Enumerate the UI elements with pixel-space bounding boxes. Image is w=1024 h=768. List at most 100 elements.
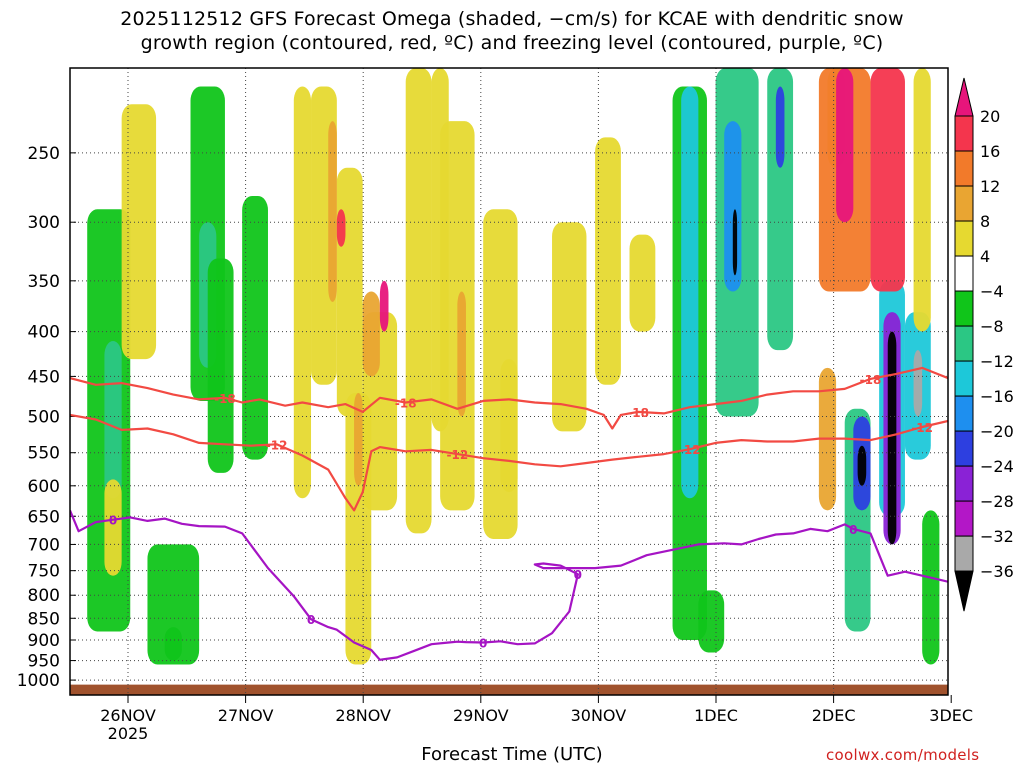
- y-tick-label: 300: [28, 213, 60, 233]
- y-tick-label: 850: [28, 609, 60, 629]
- contour-label: -12: [679, 443, 701, 457]
- colorbar-bin: [954, 465, 974, 502]
- y-tick-label: 800: [28, 586, 60, 606]
- colorbar-bin: [954, 325, 974, 362]
- contour-label: 0: [479, 637, 487, 651]
- omega-cell: [913, 68, 931, 332]
- omega-cell: [836, 68, 854, 223]
- colorbar-label: −8: [980, 317, 1004, 336]
- omega-shading: [87, 68, 940, 665]
- contour-label: -18: [860, 373, 882, 387]
- colorbar-bin: [954, 500, 974, 537]
- omega-cell: [698, 590, 725, 653]
- y-tick-label: 750: [28, 562, 60, 582]
- omega-cell: [121, 104, 157, 360]
- contour-label: -18: [214, 392, 236, 406]
- contour-label: -18: [627, 406, 649, 420]
- colorbar-label: −24: [980, 457, 1014, 476]
- x-tick-label: 2DEC: [812, 706, 856, 725]
- contour-label: -18: [395, 397, 417, 411]
- colorbar-label: −32: [980, 527, 1014, 546]
- colorbar-label: 8: [980, 212, 990, 231]
- colorbar-label: −12: [980, 352, 1014, 371]
- colorbar-bin: [954, 150, 974, 187]
- contour-label: -12: [447, 448, 469, 462]
- y-tick-label: 350: [28, 272, 60, 292]
- y-tick-label: 700: [28, 535, 60, 555]
- colorbar-bin: [954, 185, 974, 222]
- contour-label: 0: [307, 613, 315, 627]
- contour-label: -12: [266, 438, 288, 452]
- omega-cell: [405, 68, 432, 534]
- x-tick-label: 1DEC: [694, 706, 738, 725]
- colorbar-label: 4: [980, 247, 990, 266]
- colorbar-label: −4: [980, 282, 1004, 301]
- chart-title-line-1: 2025112512 GFS Forecast Omega (shaded, −…: [120, 8, 904, 30]
- y-tick-label: 1000: [17, 671, 60, 691]
- omega-cell: [207, 258, 234, 473]
- omega-cell: [104, 479, 122, 576]
- y-tick-label: 600: [28, 477, 60, 497]
- x-tick-label: 27NOV: [218, 706, 274, 725]
- omega-cell: [242, 195, 268, 460]
- contour-label: 0: [574, 568, 582, 582]
- omega-cell: [328, 121, 337, 302]
- contour-label: 0: [109, 514, 117, 528]
- colorbar-bin: [954, 430, 974, 467]
- y-tick-label: 950: [28, 652, 60, 672]
- contour-isotherm-12: [70, 413, 948, 512]
- omega-cell: [857, 445, 867, 486]
- colorbar-label: −28: [980, 492, 1014, 511]
- y-tick-label: 550: [28, 444, 60, 464]
- omega-cell: [629, 234, 656, 332]
- omega-cell: [457, 291, 466, 417]
- colorbar-label: 16: [980, 142, 1000, 161]
- colorbar-bin: [954, 535, 974, 572]
- omega-cell: [354, 392, 363, 486]
- colorbar-bin: [954, 115, 974, 152]
- plot-frame: [69, 67, 949, 696]
- omega-cell: [775, 86, 785, 168]
- omega-cell: [595, 137, 621, 385]
- colorbar-bin: [954, 360, 974, 397]
- colorbar-bottom-arrow: [954, 570, 974, 612]
- x-tick-label: 29NOV: [453, 706, 509, 725]
- x-tick-year: 2025: [108, 724, 149, 743]
- y-tick-label: 900: [28, 631, 60, 651]
- omega-cell: [922, 510, 940, 665]
- colorbar-label: −36: [980, 562, 1014, 581]
- contour-isotherm-18: [70, 366, 948, 430]
- contour-label: 0: [849, 523, 857, 537]
- colorbar-bin: [954, 290, 974, 327]
- y-tick-label: 650: [28, 507, 60, 527]
- omega-cell: [379, 280, 389, 332]
- omega-cell: [767, 68, 794, 351]
- contour-lines: -18 -18 -18 -18 -12 -12 -12 -12 0 0 0 0 0: [70, 366, 948, 661]
- colorbar-top-arrow: [954, 77, 974, 117]
- y-tick-label: 500: [28, 407, 60, 427]
- colorbar-bin: [954, 395, 974, 432]
- omega-cell: [164, 627, 182, 661]
- omega-cell: [293, 86, 312, 499]
- site-credit: coolwx.com/models: [826, 746, 980, 764]
- omega-cell: [732, 209, 738, 276]
- colorbar-bin: [954, 255, 974, 292]
- contour-freezing-level: [70, 509, 948, 661]
- omega-cell: [870, 68, 905, 292]
- x-tick-label: 30NOV: [571, 706, 627, 725]
- omega-cell: [362, 291, 380, 377]
- x-tick-label: 26NOV: [100, 706, 156, 725]
- omega-cell: [681, 86, 699, 499]
- x-tick-label: 28NOV: [335, 706, 391, 725]
- omega-cell: [336, 167, 363, 417]
- omega-cell: [336, 209, 346, 247]
- colorbar-label: 20: [980, 107, 1000, 126]
- omega-cell: [104, 341, 122, 499]
- y-tick-label: 400: [28, 323, 60, 343]
- omega-cell: [552, 222, 587, 432]
- colorbar-bin: [954, 220, 974, 257]
- chart-title-line-2: growth region (contoured, red, ºC) and f…: [140, 32, 884, 54]
- omega-cell: [724, 121, 742, 292]
- colorbar-label: −16: [980, 387, 1014, 406]
